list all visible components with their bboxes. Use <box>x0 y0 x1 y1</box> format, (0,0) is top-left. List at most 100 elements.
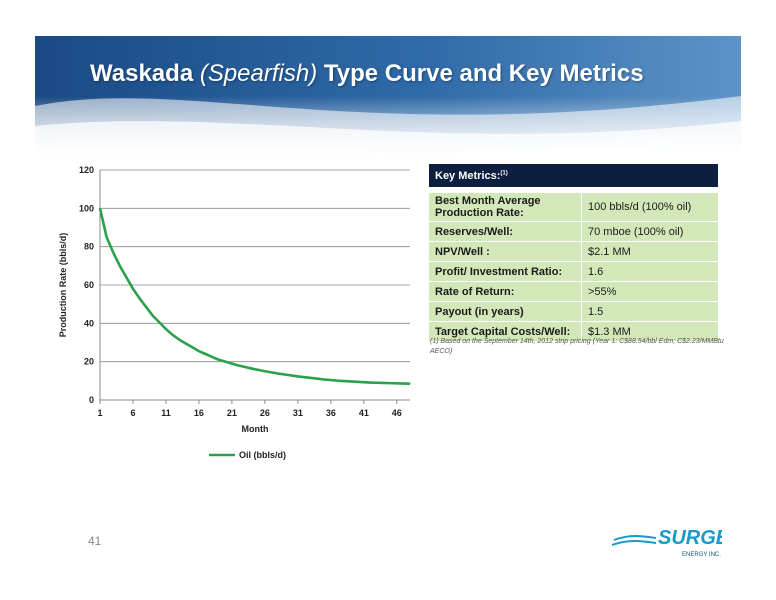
data-point <box>191 346 193 348</box>
grid-layer <box>100 169 410 401</box>
data-point <box>409 383 411 385</box>
x-tick-label: 16 <box>194 408 204 418</box>
data-point <box>145 306 147 308</box>
y-tick-label: 80 <box>84 242 94 252</box>
metrics-row: Target Capital Costs/Well: $1.3 MM <box>428 321 719 342</box>
metric-label: Payout (in years) <box>428 301 582 322</box>
data-point <box>138 297 141 300</box>
data-point <box>356 381 358 383</box>
data-point <box>396 382 398 384</box>
data-point <box>376 382 378 384</box>
metric-value: 1.6 <box>581 261 719 282</box>
data-point <box>125 276 127 278</box>
metric-value: 100 bbls/d (100% oil) <box>581 192 719 222</box>
y-tick-label: 100 <box>79 203 94 213</box>
data-point <box>330 379 332 381</box>
data-point <box>350 380 352 383</box>
banner-background <box>35 36 741 156</box>
data-point <box>244 366 246 368</box>
data-point <box>277 372 279 375</box>
metrics-header-note: (1) <box>500 169 508 176</box>
data-point <box>132 288 134 290</box>
metric-label: Reserves/Well: <box>428 221 582 242</box>
data-point <box>310 377 312 379</box>
metrics-row: Reserves/Well: 70 mboe (100% oil) <box>428 221 719 242</box>
data-point <box>297 375 299 378</box>
y-axis-title: Production Rate (bbls/d) <box>58 233 68 338</box>
metrics-row: Payout (in years) 1.5 <box>428 301 719 322</box>
metric-label: Best Month Average Production Rate: <box>428 192 582 222</box>
data-point <box>317 378 319 380</box>
logo-subtext: ENERGY INC. <box>682 552 721 558</box>
legend-layer: Oil (bbls/d) <box>209 450 286 460</box>
data-point <box>198 350 200 352</box>
data-point <box>264 370 266 372</box>
data-point <box>112 251 114 254</box>
metrics-row: Profit/ Investment Ratio: 1.6 <box>428 261 719 282</box>
title-banner <box>35 36 741 156</box>
metric-value: 70 mboe (100% oil) <box>581 221 719 242</box>
metrics-row: NPV/Well : $2.1 MM <box>428 241 719 262</box>
metrics-row: Best Month Average Production Rate: 100 b… <box>428 192 719 222</box>
data-point <box>363 381 365 383</box>
series-layer <box>98 207 411 386</box>
x-tick-label: 11 <box>161 408 171 418</box>
x-tick-label: 6 <box>130 408 135 418</box>
data-point <box>204 353 207 355</box>
data-point <box>284 373 286 376</box>
metric-value: $1.3 MM <box>581 321 719 342</box>
metrics-row: Rate of Return: >55% <box>428 281 719 302</box>
metrics-spacer <box>428 187 719 193</box>
y-tick-label: 60 <box>84 280 94 290</box>
metrics-body: Best Month Average Production Rate: 100 b… <box>428 187 719 342</box>
data-point <box>99 207 101 209</box>
data-point <box>171 334 174 336</box>
x-axis-title: Month <box>242 424 269 434</box>
data-point <box>270 371 273 373</box>
type-curve-chart: 0 20 40 60 80 100 120 1 6 11 16 21 26 31 36 41 46 Month Pr… <box>52 160 422 470</box>
metrics-spacer-cell <box>428 187 719 193</box>
data-point <box>369 381 372 384</box>
page-number: 41 <box>88 534 102 548</box>
y-tick-label: 120 <box>79 165 94 175</box>
data-point <box>119 265 121 267</box>
title-part-3: Type Curve and Key Metrics <box>317 60 644 87</box>
x-tick-label: 41 <box>359 408 369 418</box>
slide-title: Waskada (Spearfish) Type Curve and Key M… <box>90 60 644 88</box>
data-point <box>323 378 325 381</box>
metric-label: Profit/ Investment Ratio: <box>428 261 582 282</box>
data-point <box>211 356 213 358</box>
data-point <box>165 328 167 330</box>
data-point <box>402 382 405 385</box>
data-point <box>336 380 339 382</box>
metric-label: Target Capital Costs/Well: <box>428 321 582 342</box>
data-point <box>218 359 220 361</box>
data-point <box>251 367 253 370</box>
metric-label: Rate of Return: <box>428 281 582 302</box>
data-point <box>158 321 160 323</box>
x-tick-label: 21 <box>227 408 237 418</box>
x-tick-label: 31 <box>293 408 303 418</box>
x-tick-label: 1 <box>97 408 102 418</box>
metric-value: >55% <box>581 281 719 302</box>
y-tick-label: 20 <box>84 357 94 367</box>
data-point <box>152 315 154 317</box>
y-tick-label: 40 <box>84 318 94 328</box>
series-line-oil <box>98 208 411 386</box>
data-point <box>237 364 240 367</box>
x-tick-label: 36 <box>326 408 336 418</box>
data-point <box>290 374 292 377</box>
data-point <box>231 362 233 365</box>
data-point <box>343 380 345 382</box>
data-point <box>224 361 226 363</box>
key-metrics-table: Key Metrics:(1) Best Month Average Produ… <box>428 163 719 342</box>
title-part-2: (Spearfish) <box>199 60 318 87</box>
metrics-header-row: Key Metrics:(1) <box>428 163 719 188</box>
metric-value: $2.1 MM <box>581 241 719 262</box>
x-tick-label: 26 <box>260 408 270 418</box>
data-point <box>383 382 385 384</box>
